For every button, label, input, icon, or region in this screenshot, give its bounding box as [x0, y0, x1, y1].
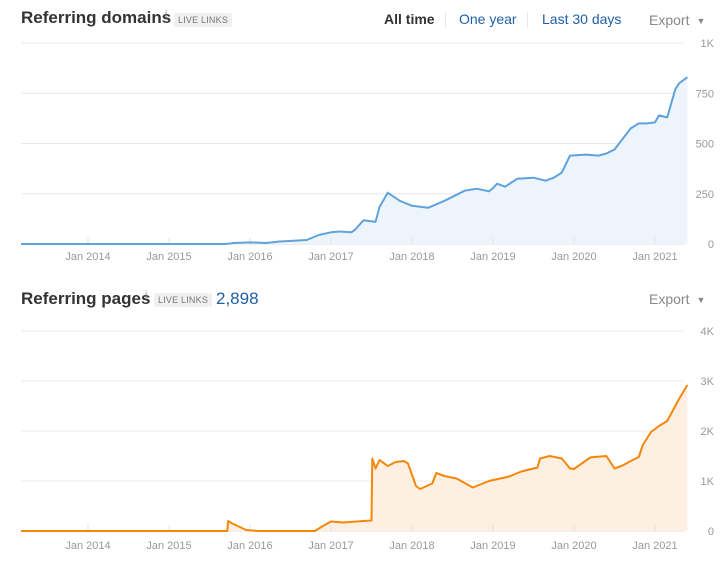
y-tick-label: 1K [701, 38, 715, 50]
y-tick-label: 500 [696, 139, 714, 151]
y-tick-label: 3K [701, 376, 715, 388]
referring-domains-panel: Referring domains i LIVE LINKS All time … [0, 0, 728, 280]
range-last-30-days[interactable]: Last 30 days [542, 11, 622, 27]
series-line [21, 76, 688, 245]
panel-title: Referring domains [21, 8, 172, 27]
range-divider [445, 12, 446, 28]
y-tick-label: 4K [701, 326, 715, 338]
y-tick-label: 0 [708, 239, 714, 251]
x-tick-label: Jan 2018 [389, 540, 434, 552]
series-area [21, 385, 688, 531]
x-tick-label: Jan 2019 [470, 251, 515, 263]
referring-pages-chart[interactable]: 4K 3K 2K 1K 0 Jan 2014 Jan 2015 Jan 2016 Jan 201… [0, 284, 728, 567]
info-icon[interactable]: i [145, 290, 148, 301]
caret-down-icon: ▼ [696, 16, 706, 26]
range-one-year[interactable]: One year [459, 11, 517, 27]
y-tick-label: 750 [696, 88, 714, 100]
series-line [21, 384, 689, 532]
referring-domains-header: Referring domains i LIVE LINKS All time … [0, 0, 728, 36]
live-links-badge: LIVE LINKS [174, 13, 233, 27]
panel-title: Referring pages [21, 289, 151, 308]
series-area [21, 77, 688, 244]
y-tick-label: 250 [696, 189, 714, 201]
x-tick-label: Jan 2021 [632, 540, 677, 552]
x-tick-label: Jan 2015 [146, 251, 191, 263]
x-tick-label: Jan 2019 [470, 540, 515, 552]
x-tick-label: Jan 2014 [65, 540, 110, 552]
export-button[interactable]: Export ▼ [649, 291, 705, 307]
live-links-badge: LIVE LINKS [154, 293, 213, 307]
x-tick-label: Jan 2014 [65, 251, 110, 263]
x-tick-label: Jan 2017 [308, 540, 353, 552]
export-label: Export [649, 291, 690, 307]
y-tick-label: 2K [701, 426, 715, 438]
x-tick-label: Jan 2017 [308, 251, 353, 263]
export-button[interactable]: Export ▼ [649, 12, 705, 28]
x-tick-label: Jan 2018 [389, 251, 434, 263]
referring-domains-chart[interactable]: 1K 750 500 250 0 Jan 2014 Jan 2015 Jan 2016 Jan … [0, 36, 728, 276]
caret-down-icon: ▼ [696, 295, 706, 305]
referring-pages-header: Referring pages i LIVE LINKS 2,898 Expor… [0, 284, 728, 320]
x-tick-label: Jan 2016 [227, 251, 272, 263]
range-divider [527, 12, 528, 28]
referring-pages-panel: Referring pages i LIVE LINKS 2,898 Expor… [0, 284, 728, 567]
y-tick-label: 1K [701, 476, 715, 488]
x-tick-label: Jan 2021 [632, 251, 677, 263]
x-tick-label: Jan 2020 [551, 540, 596, 552]
x-tick-label: Jan 2015 [146, 540, 191, 552]
referring-pages-count: 2,898 [216, 289, 259, 308]
x-tick-label: Jan 2020 [551, 251, 596, 263]
y-tick-label: 0 [708, 526, 714, 538]
export-label: Export [649, 12, 690, 28]
info-icon[interactable]: i [165, 9, 168, 20]
x-tick-label: Jan 2016 [227, 540, 272, 552]
range-all-time[interactable]: All time [384, 11, 435, 27]
